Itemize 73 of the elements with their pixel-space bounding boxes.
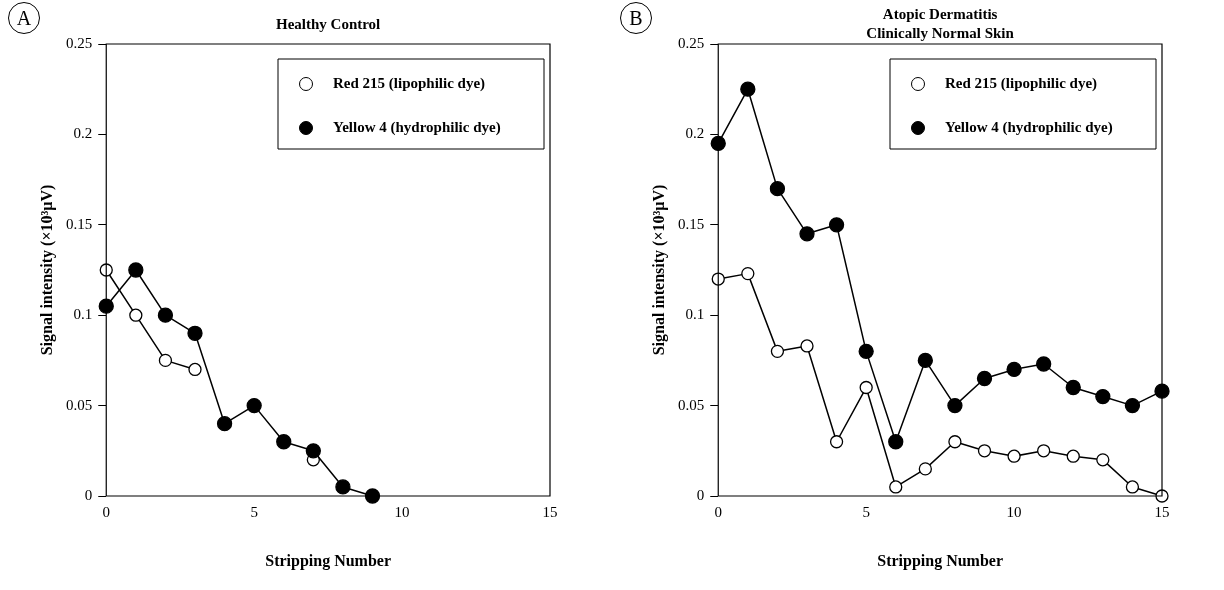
point: [859, 380, 873, 395]
point: [1006, 361, 1022, 378]
x-tick-label: 10: [1006, 503, 1022, 520]
y-tick-label: 0.05: [678, 396, 705, 413]
point: [741, 266, 755, 281]
point: [889, 480, 903, 494]
y-tick-label: 0.05: [66, 396, 93, 413]
legend-label: Red 215 (lipophilic dye): [333, 74, 486, 92]
legend-label: Yellow 4 (hydrophilic dye): [945, 118, 1113, 136]
point: [276, 434, 292, 450]
text: B: [620, 2, 652, 34]
point: [216, 416, 233, 432]
point: [157, 307, 174, 323]
point: [829, 435, 844, 449]
point: [1007, 449, 1021, 463]
x-tick-label: 5: [862, 503, 870, 520]
point: [800, 339, 814, 353]
legend-label: Red 215 (lipophilic dye): [945, 74, 1098, 92]
y-tick-label: 0.25: [66, 34, 93, 51]
point: [948, 435, 962, 449]
point: [769, 180, 786, 197]
y-tick-label: 0.2: [73, 125, 93, 142]
y-tick-label: 0.15: [66, 215, 93, 232]
point: [246, 397, 262, 414]
point: [740, 81, 756, 97]
y-tick-label: 0.2: [685, 125, 705, 142]
x-axis-title: Stripping Number: [265, 552, 392, 571]
text: A: [8, 2, 40, 34]
legend-label: Yellow 4 (hydrophilic dye): [333, 118, 501, 136]
point: [128, 262, 144, 278]
x-axis-title: Stripping Number: [877, 552, 1004, 571]
y-tick-label: 0: [696, 486, 705, 503]
point: [1065, 379, 1081, 396]
y-tick-label: 0.15: [678, 215, 705, 232]
point: [335, 479, 351, 495]
point: [188, 362, 202, 377]
x-tick-label: 15: [542, 503, 558, 520]
point: [977, 444, 992, 458]
point: [1125, 480, 1140, 494]
y-tick-label: 0.1: [685, 306, 705, 323]
point: [98, 298, 114, 314]
y-axis-title: Signal intensity (×10³μV): [650, 184, 669, 356]
point: [158, 353, 173, 368]
point: [710, 135, 726, 152]
point: [858, 343, 874, 360]
point: [947, 397, 963, 414]
point: [799, 226, 815, 242]
point: [917, 352, 933, 369]
point: [1037, 444, 1051, 458]
point: [1096, 453, 1110, 467]
point: [1124, 397, 1141, 414]
y-tick-label: 0.1: [73, 306, 93, 323]
chart-title: Healthy Control: [275, 16, 381, 33]
point: [828, 217, 845, 233]
point: [888, 434, 904, 450]
y-tick-label: 0.25: [678, 34, 705, 51]
y-tick-label: 0: [84, 486, 93, 503]
x-tick-label: 15: [1154, 503, 1170, 520]
point: [1036, 356, 1052, 372]
x-tick-label: 10: [394, 503, 410, 520]
point: [976, 370, 993, 387]
x-tick-label: 5: [250, 503, 258, 520]
y-axis-title: Signal intensity (×10³μV): [38, 184, 57, 356]
x-tick-label: 0: [102, 503, 110, 520]
point: [770, 344, 785, 359]
point: [305, 443, 321, 459]
point: [1095, 388, 1111, 405]
point: [1066, 449, 1080, 463]
point: [918, 462, 932, 476]
x-tick-label: 0: [714, 503, 722, 520]
point: [187, 325, 203, 341]
chart-title: Atopic Dermatitis Clinically Normal Skin: [866, 6, 1015, 42]
point: [129, 308, 143, 322]
